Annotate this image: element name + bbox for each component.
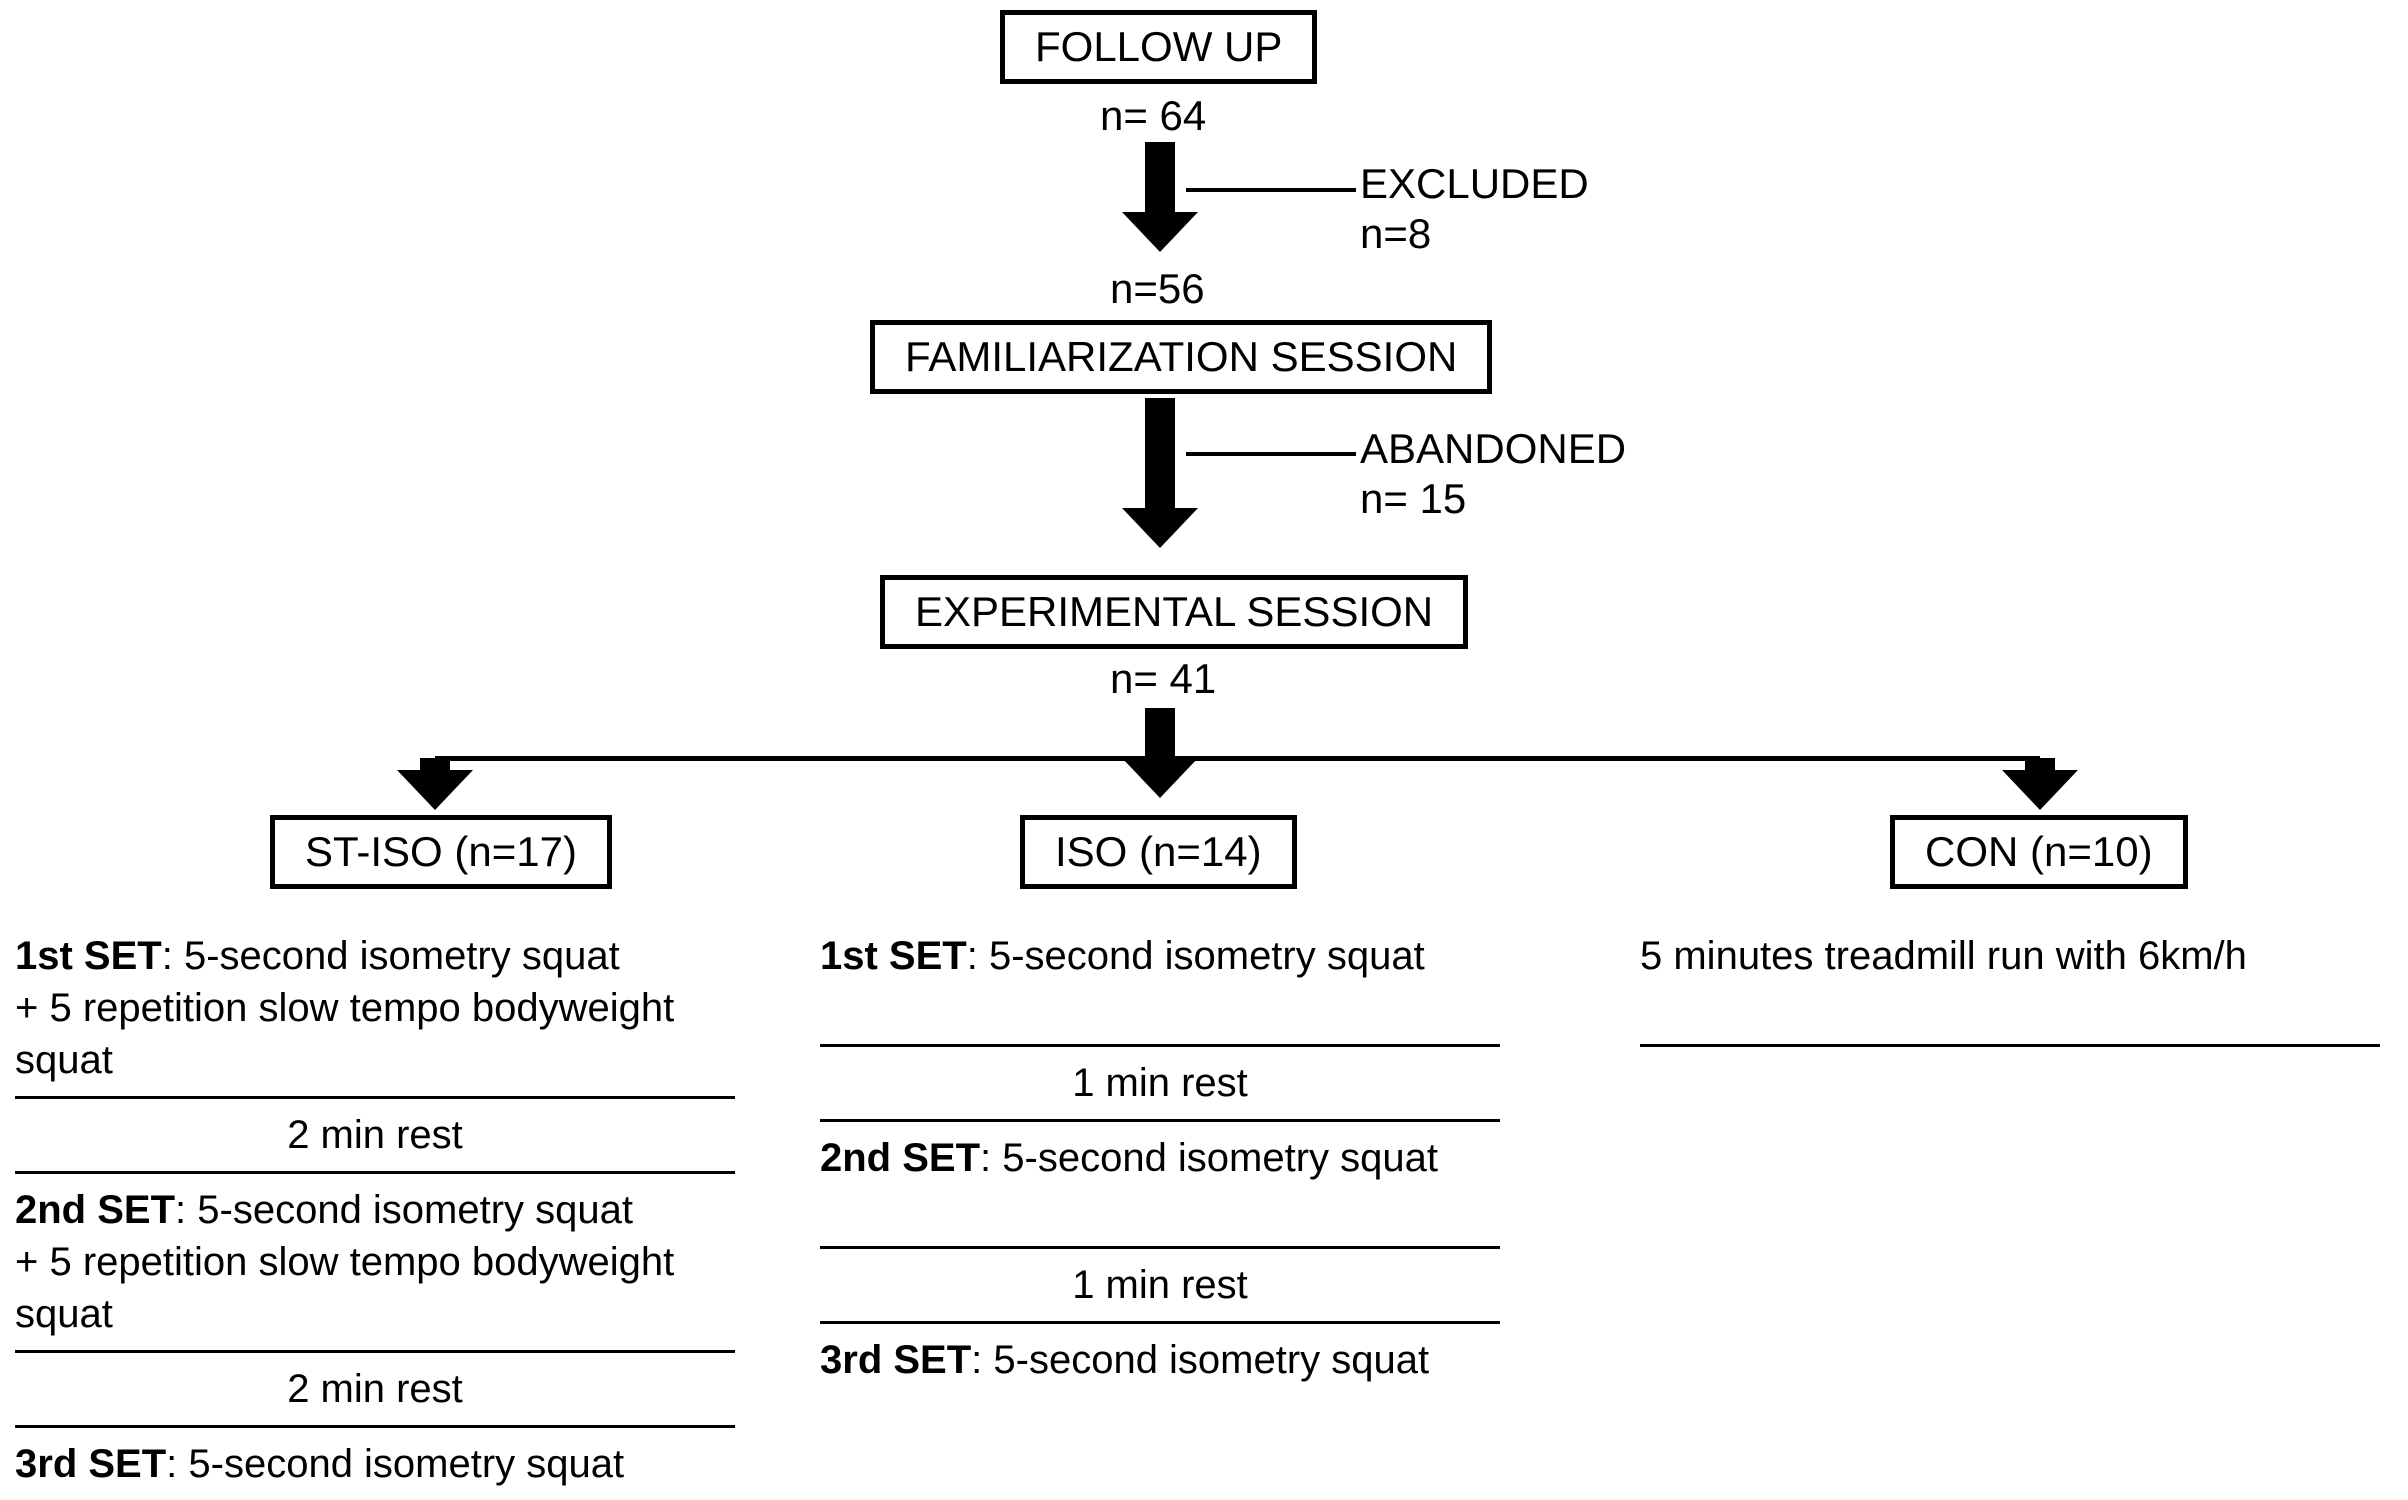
familiarization-box: FAMILIARIZATION SESSION bbox=[870, 320, 1492, 394]
abandoned-label: ABANDONED bbox=[1360, 425, 1626, 473]
stiso-set3: 3rd SET: 5-second isometry squat bbox=[15, 1425, 735, 1500]
flowchart-canvas: FOLLOW UP n= 64 EXCLUDED n=8 n=56 FAMILI… bbox=[0, 0, 2408, 1465]
followup-box: FOLLOW UP bbox=[1000, 10, 1317, 84]
connector-line bbox=[1186, 188, 1356, 192]
arrow-down-icon bbox=[1130, 398, 1190, 548]
followup-label: FOLLOW UP bbox=[1035, 23, 1282, 71]
iso-protocol: 1st SET: 5-second isometry squat 1 min r… bbox=[820, 920, 1500, 1396]
split-bar bbox=[435, 756, 2040, 761]
stiso-rest1: 2 min rest bbox=[15, 1096, 735, 1171]
stiso-set2-text: : 5-second isometry squat bbox=[175, 1188, 633, 1232]
iso-set3-text: : 5-second isometry squat bbox=[971, 1338, 1429, 1382]
arrow-down-icon bbox=[405, 758, 465, 813]
stiso-set2: 2nd SET: 5-second isometry squat + 5 rep… bbox=[15, 1171, 735, 1350]
iso-box: ISO (n=14) bbox=[1020, 815, 1297, 889]
iso-set1: 1st SET: 5-second isometry squat bbox=[820, 920, 1500, 992]
con-protocol: 5 minutes treadmill run with 6km/h bbox=[1640, 920, 2380, 1047]
n56-label: n=56 bbox=[1110, 265, 1205, 313]
iso-set2-label: 2nd SET bbox=[820, 1136, 980, 1180]
iso-set1-text: : 5-second isometry squat bbox=[967, 934, 1425, 978]
stiso-box-label: ST-ISO (n=17) bbox=[305, 828, 577, 876]
spacer bbox=[820, 992, 1500, 1044]
spacer bbox=[1640, 992, 2380, 1044]
stiso-set3-label: 3rd SET bbox=[15, 1442, 166, 1486]
stiso-protocol: 1st SET: 5-second isometry squat + 5 rep… bbox=[15, 920, 735, 1500]
abandoned-n-label: n= 15 bbox=[1360, 475, 1466, 523]
iso-rest2: 1 min rest bbox=[820, 1246, 1500, 1321]
stiso-set1-label: 1st SET bbox=[15, 934, 162, 978]
excluded-label: EXCLUDED bbox=[1360, 160, 1589, 208]
connector-line bbox=[1186, 452, 1356, 456]
iso-set2-text: : 5-second isometry squat bbox=[980, 1136, 1438, 1180]
arrow-down-icon bbox=[1130, 142, 1190, 252]
stiso-box: ST-ISO (n=17) bbox=[270, 815, 612, 889]
stiso-set1: 1st SET: 5-second isometry squat + 5 rep… bbox=[15, 920, 735, 1096]
iso-rest1: 1 min rest bbox=[820, 1044, 1500, 1119]
iso-set3-label: 3rd SET bbox=[820, 1338, 971, 1382]
experimental-box: EXPERIMENTAL SESSION bbox=[880, 575, 1468, 649]
excluded-n-label: n=8 bbox=[1360, 210, 1431, 258]
n41-label: n= 41 bbox=[1110, 655, 1216, 703]
stiso-set2-label: 2nd SET bbox=[15, 1188, 175, 1232]
experimental-label: EXPERIMENTAL SESSION bbox=[915, 588, 1433, 636]
stiso-set1-line2: + 5 repetition slow tempo bodyweight squ… bbox=[15, 986, 674, 1082]
iso-box-label: ISO (n=14) bbox=[1055, 828, 1262, 876]
familiarization-label: FAMILIARIZATION SESSION bbox=[905, 333, 1457, 381]
stiso-set1-text: : 5-second isometry squat bbox=[162, 934, 620, 978]
stiso-set3-text: : 5-second isometry squat bbox=[166, 1442, 624, 1486]
con-box-label: CON (n=10) bbox=[1925, 828, 2153, 876]
con-rule bbox=[1640, 1044, 2380, 1047]
con-text: 5 minutes treadmill run with 6km/h bbox=[1640, 920, 2380, 992]
stiso-rest2: 2 min rest bbox=[15, 1350, 735, 1425]
n64-label: n= 64 bbox=[1100, 92, 1206, 140]
spacer bbox=[820, 1194, 1500, 1246]
iso-set2: 2nd SET: 5-second isometry squat bbox=[820, 1119, 1500, 1194]
iso-set1-label: 1st SET bbox=[820, 934, 967, 978]
arrow-down-icon bbox=[2010, 758, 2070, 813]
stiso-set2-line2: + 5 repetition slow tempo bodyweight squ… bbox=[15, 1240, 674, 1336]
iso-set3: 3rd SET: 5-second isometry squat bbox=[820, 1321, 1500, 1396]
con-box: CON (n=10) bbox=[1890, 815, 2188, 889]
